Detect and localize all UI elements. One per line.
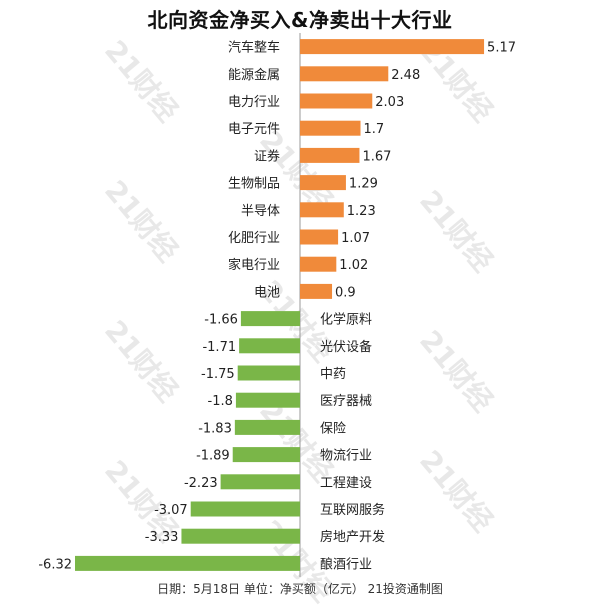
category-label-10: 化学原料	[320, 312, 372, 328]
bar-1	[300, 66, 389, 82]
value-label-3: 1.7	[364, 122, 385, 137]
value-label-2: 2.03	[375, 95, 404, 110]
bar-16	[220, 474, 300, 490]
bar-2	[300, 93, 373, 109]
category-label-8: 家电行业	[228, 257, 280, 273]
value-label-16: -2.23	[184, 476, 218, 491]
bar-7	[300, 229, 339, 245]
value-label-4: 1.67	[362, 149, 391, 164]
category-label-1: 能源金属	[228, 67, 280, 83]
category-label-17: 互联网服务	[320, 502, 385, 518]
category-label-9: 电池	[254, 285, 280, 300]
bar-14	[234, 419, 300, 435]
bar-9	[300, 283, 333, 299]
category-label-13: 医疗器械	[320, 394, 372, 409]
category-label-14: 保险	[320, 421, 346, 436]
bar-12	[237, 365, 300, 381]
value-label-11: -1.71	[202, 340, 236, 355]
category-label-6: 半导体	[241, 204, 280, 219]
bar-5	[300, 175, 346, 191]
bar-8	[300, 256, 337, 272]
category-label-0: 汽车整车	[228, 40, 280, 56]
value-label-8: 1.02	[339, 258, 368, 273]
bar-15	[232, 447, 300, 463]
value-label-19: -6.32	[38, 557, 72, 572]
bar-0	[300, 39, 485, 55]
bar-19	[75, 555, 301, 571]
value-label-15: -1.89	[196, 449, 230, 464]
bar-10	[240, 311, 300, 327]
value-label-18: -3.33	[145, 530, 179, 545]
category-label-16: 工程建设	[320, 476, 372, 491]
value-label-14: -1.83	[198, 421, 232, 436]
value-label-6: 1.23	[347, 204, 376, 219]
category-label-5: 生物制品	[228, 177, 280, 192]
value-label-12: -1.75	[201, 367, 235, 382]
bar-13	[235, 392, 300, 408]
chart-title: 北向资金净买入&净卖出十大行业	[147, 8, 453, 32]
value-label-13: -1.8	[208, 394, 233, 409]
category-label-11: 光伏设备	[320, 339, 372, 355]
category-label-4: 证券	[254, 148, 280, 164]
bar-11	[239, 338, 300, 354]
category-label-7: 化肥行业	[228, 231, 280, 246]
value-label-17: -3.07	[154, 503, 188, 518]
chart-footer: 日期：5月18日 单位：净买额（亿元） 21投资通制图	[157, 582, 443, 596]
category-label-3: 电子元件	[228, 122, 280, 137]
value-label-10: -1.66	[204, 313, 238, 328]
bar-4	[300, 147, 360, 163]
bar-6	[300, 202, 344, 218]
category-label-19: 酿酒行业	[320, 556, 372, 572]
category-label-12: 中药	[320, 367, 346, 382]
bar-18	[181, 528, 300, 544]
value-label-0: 5.17	[487, 41, 516, 56]
value-label-5: 1.29	[349, 177, 378, 192]
category-label-18: 房地产开发	[320, 529, 385, 545]
value-label-9: 0.9	[335, 285, 356, 300]
value-label-1: 2.48	[391, 68, 420, 83]
category-label-2: 电力行业	[228, 95, 280, 110]
category-label-15: 物流行业	[320, 449, 372, 464]
bar-17	[190, 501, 300, 517]
bar-3	[300, 120, 361, 136]
value-label-7: 1.07	[341, 231, 370, 246]
